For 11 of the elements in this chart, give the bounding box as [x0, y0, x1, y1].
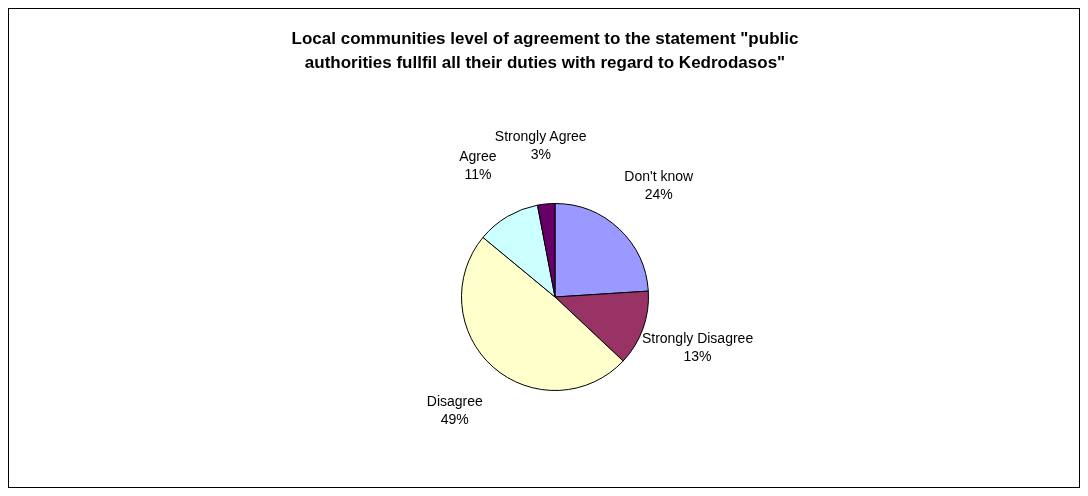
data-label: 3% [530, 146, 551, 163]
data-label: 49% [440, 410, 469, 427]
data-label: 24% [644, 186, 673, 203]
chart-title: Local communities level of agreement to the statement "public authorities fullfil all their duties with regard to Kedrodasos" [291, 28, 799, 72]
slice-label: Strongly Disagree [641, 330, 754, 347]
slice-label: Agree [459, 148, 497, 165]
slice-label: Disagree [426, 392, 484, 409]
data-label: 11% [464, 166, 492, 183]
slice-label: Don't know [624, 168, 694, 185]
slice-label: Strongly Agree [494, 128, 587, 145]
data-label: 13% [683, 348, 712, 365]
